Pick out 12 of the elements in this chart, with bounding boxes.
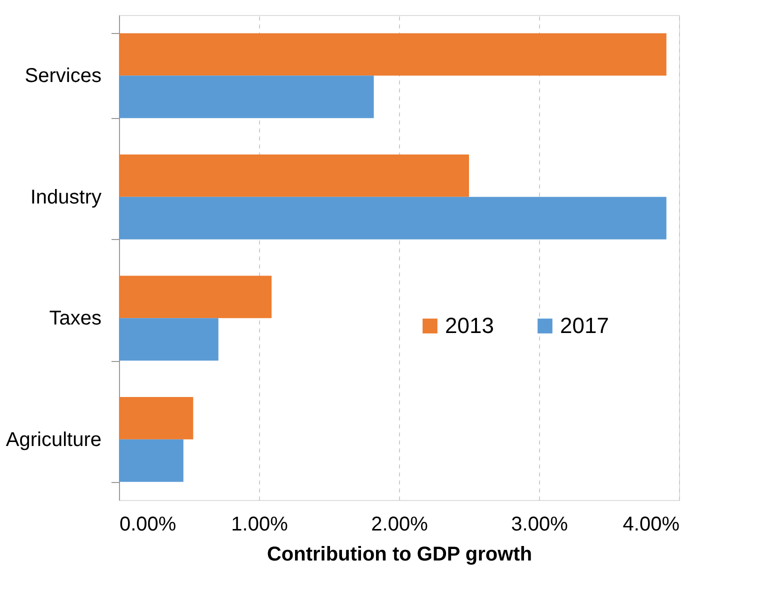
y-tick-label: Agriculture (6, 428, 102, 451)
x-tick-label: 3.00% (511, 514, 568, 536)
y-tick-label: Services (24, 65, 102, 88)
x-tick-label: 2.00% (371, 514, 428, 536)
legend-label: 2013 (445, 313, 494, 338)
x-tick-label: 1.00% (231, 514, 288, 536)
y-tick-label: Industry (30, 186, 102, 208)
legend-label: 2017 (560, 313, 609, 338)
y-tick-label: Taxes (49, 308, 102, 330)
x-tick-label: 0.00% (120, 514, 176, 536)
x-axis-title: Contribution to GDP growth (266, 544, 532, 566)
x-tick-label: 4.00% (622, 514, 680, 536)
